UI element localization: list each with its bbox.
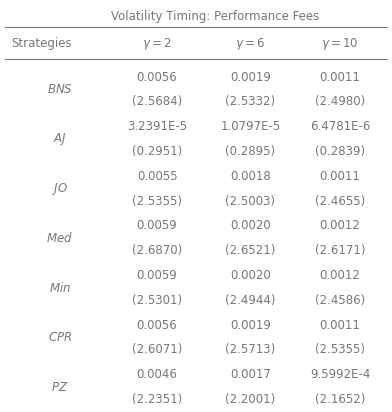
- Text: (2.5301): (2.5301): [132, 294, 182, 307]
- Text: $\gamma = 10$: $\gamma = 10$: [321, 36, 359, 52]
- Text: (2.2001): (2.2001): [225, 393, 276, 406]
- Text: 9.5992E-4: 9.5992E-4: [310, 368, 370, 381]
- Text: (0.2895): (0.2895): [225, 145, 276, 158]
- Text: 0.0056: 0.0056: [137, 318, 178, 332]
- Text: 0.0020: 0.0020: [230, 219, 271, 232]
- Text: $JO$: $JO$: [52, 180, 68, 197]
- Text: (2.5684): (2.5684): [132, 95, 182, 108]
- Text: 0.0019: 0.0019: [230, 318, 271, 332]
- Text: $\gamma = 2$: $\gamma = 2$: [142, 36, 172, 52]
- Text: 0.0020: 0.0020: [230, 269, 271, 282]
- Text: 0.0012: 0.0012: [319, 219, 361, 232]
- Text: (2.6071): (2.6071): [132, 343, 182, 356]
- Text: (2.5355): (2.5355): [132, 194, 182, 208]
- Text: Strategies: Strategies: [11, 37, 72, 50]
- Text: (2.1652): (2.1652): [315, 393, 365, 406]
- Text: (2.5332): (2.5332): [225, 95, 276, 108]
- Text: 0.0059: 0.0059: [137, 269, 178, 282]
- Text: (2.6521): (2.6521): [225, 244, 276, 257]
- Text: (2.5003): (2.5003): [225, 194, 276, 208]
- Text: 3.2391E-5: 3.2391E-5: [127, 120, 187, 133]
- Text: $BNS$: $BNS$: [47, 83, 73, 96]
- Text: (2.4586): (2.4586): [315, 294, 365, 307]
- Text: (2.2351): (2.2351): [132, 393, 182, 406]
- Text: (2.4944): (2.4944): [225, 294, 276, 307]
- Text: 0.0046: 0.0046: [137, 368, 178, 381]
- Text: $\gamma = 6$: $\gamma = 6$: [236, 36, 265, 52]
- Text: 0.0011: 0.0011: [319, 170, 361, 183]
- Text: (2.6870): (2.6870): [132, 244, 182, 257]
- Text: (2.6171): (2.6171): [315, 244, 365, 257]
- Text: 0.0056: 0.0056: [137, 70, 178, 84]
- Text: $CPR$: $CPR$: [47, 331, 72, 344]
- Text: 1.0797E-5: 1.0797E-5: [220, 120, 281, 133]
- Text: 0.0017: 0.0017: [230, 368, 271, 381]
- Text: 0.0011: 0.0011: [319, 70, 361, 84]
- Text: $Med$: $Med$: [46, 231, 73, 245]
- Text: 0.0018: 0.0018: [230, 170, 271, 183]
- Text: 0.0011: 0.0011: [319, 318, 361, 332]
- Text: 0.0012: 0.0012: [319, 269, 361, 282]
- Text: $PZ$: $PZ$: [51, 381, 69, 393]
- Text: 0.0055: 0.0055: [137, 170, 178, 183]
- Text: (0.2839): (0.2839): [315, 145, 365, 158]
- Text: Volatility Timing: Performance Fees: Volatility Timing: Performance Fees: [111, 10, 319, 23]
- Text: (2.5355): (2.5355): [315, 343, 365, 356]
- Text: $AJ$: $AJ$: [53, 131, 67, 147]
- Text: (2.4655): (2.4655): [315, 194, 365, 208]
- Text: 6.4781E-6: 6.4781E-6: [310, 120, 370, 133]
- Text: (0.2951): (0.2951): [132, 145, 182, 158]
- Text: 0.0059: 0.0059: [137, 219, 178, 232]
- Text: (2.4980): (2.4980): [315, 95, 365, 108]
- Text: (2.5713): (2.5713): [225, 343, 276, 356]
- Text: 0.0019: 0.0019: [230, 70, 271, 84]
- Text: $Min$: $Min$: [49, 281, 71, 295]
